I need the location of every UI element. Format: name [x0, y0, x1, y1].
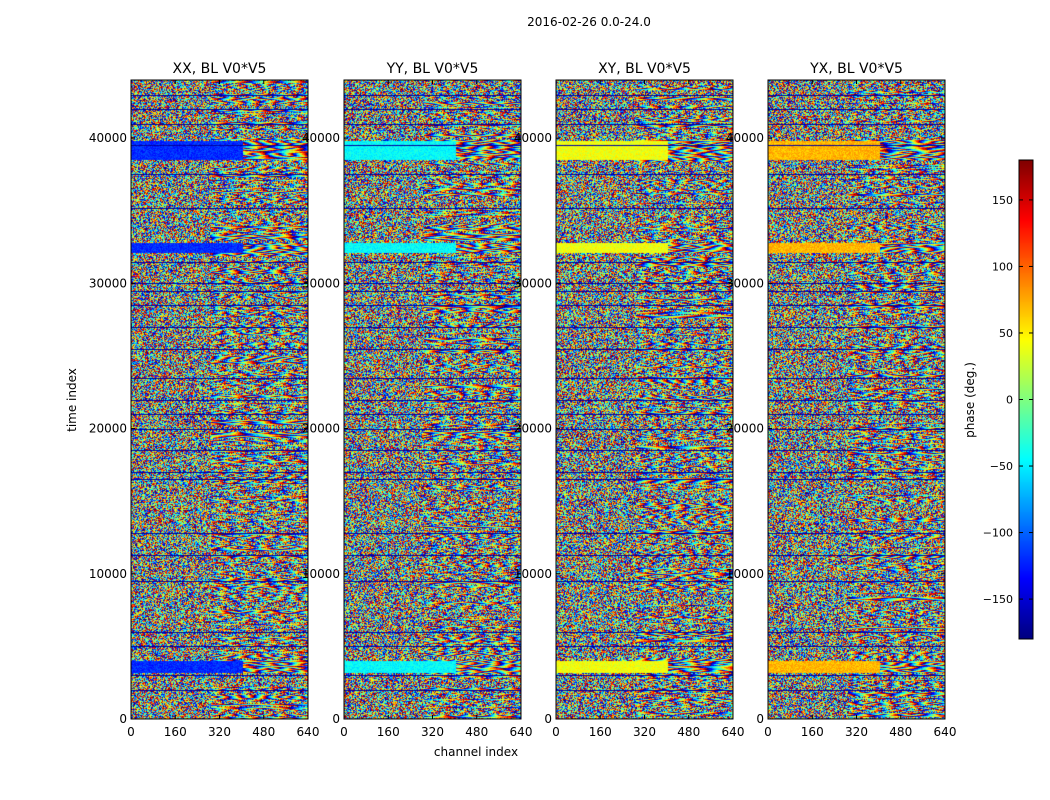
- panel-yy: YY, BL V0*V5 0 160 320 480 640 0 10000 20000 3000…: [302, 61, 533, 739]
- y-tick-label: 0: [544, 712, 552, 726]
- panel-title: YY, BL V0*V5: [386, 61, 479, 77]
- x-axis-label: channel index: [434, 745, 518, 759]
- x-tick-label: 0: [340, 725, 348, 739]
- y-tick-label: 20000: [302, 422, 340, 436]
- y-tick-label: 10000: [726, 567, 764, 581]
- y-tick-label: 40000: [89, 131, 127, 145]
- figure-suptitle: 2016-02-26 0.0-24.0: [527, 15, 651, 29]
- colorbar-tick-label: −150: [983, 593, 1013, 606]
- y-tick-label: 20000: [89, 422, 127, 436]
- x-tick-label: 640: [510, 725, 533, 739]
- x-tick-label: 160: [589, 725, 612, 739]
- x-tick-label: 480: [677, 725, 700, 739]
- x-tick-label: 0: [764, 725, 772, 739]
- heatmap-image: [344, 80, 521, 719]
- y-tick-label: 30000: [89, 276, 127, 290]
- y-tick-label: 20000: [514, 422, 552, 436]
- x-tick-label: 480: [465, 725, 488, 739]
- y-tick-label: 30000: [514, 276, 552, 290]
- heatmap-image: [556, 80, 733, 719]
- y-tick-label: 10000: [302, 567, 340, 581]
- y-tick-label: 30000: [726, 276, 764, 290]
- x-tick-label: 320: [845, 725, 868, 739]
- colorbar-tick-label: −100: [983, 527, 1013, 540]
- colorbar-tick-label: 50: [999, 327, 1013, 340]
- colorbar-tick-label: 150: [992, 194, 1013, 207]
- panel-xx: XX, BL V0*V5 0 160 320 480 640 0 10000 20000 3000…: [89, 61, 320, 739]
- x-tick-label: 480: [889, 725, 912, 739]
- colorbar-gradient: [1019, 160, 1033, 639]
- x-tick-label: 480: [252, 725, 275, 739]
- panel-title: XY, BL V0*V5: [598, 61, 691, 77]
- panel-title: XX, BL V0*V5: [173, 61, 267, 77]
- y-tick-label: 0: [756, 712, 764, 726]
- heatmap-image: [131, 80, 308, 719]
- colorbar-label: phase (deg.): [963, 362, 977, 438]
- x-tick-label: 640: [934, 725, 957, 739]
- x-tick-label: 320: [421, 725, 444, 739]
- colorbar-tick-label: 0: [1006, 394, 1013, 407]
- x-tick-label: 160: [377, 725, 400, 739]
- colorbar-tick-label: −50: [990, 460, 1013, 473]
- y-tick-label: 10000: [514, 567, 552, 581]
- y-tick-label: 30000: [302, 276, 340, 290]
- y-tick-label: 40000: [514, 131, 552, 145]
- x-tick-label: 160: [801, 725, 824, 739]
- colorbar-tick-label: 100: [992, 260, 1013, 273]
- x-tick-label: 160: [164, 725, 187, 739]
- x-tick-label: 640: [722, 725, 745, 739]
- x-tick-label: 640: [297, 725, 320, 739]
- x-tick-label: 320: [208, 725, 231, 739]
- panel-xy: XY, BL V0*V5 0 160 320 480 640 0 10000 20000 3000…: [514, 61, 745, 739]
- x-tick-label: 0: [552, 725, 560, 739]
- panels: XX, BL V0*V5 0 160 320 480 640 0 10000 20000 3000…: [89, 61, 957, 739]
- y-tick-label: 40000: [726, 131, 764, 145]
- y-tick-label: 20000: [726, 422, 764, 436]
- y-tick-label: 40000: [302, 131, 340, 145]
- y-tick-label: 0: [119, 712, 127, 726]
- colorbar: −150 −100 −50 0 50 100 150: [983, 159, 1034, 640]
- x-tick-label: 0: [127, 725, 135, 739]
- heatmap-image: [768, 80, 945, 719]
- y-tick-label: 10000: [89, 567, 127, 581]
- y-tick-label: 0: [332, 712, 340, 726]
- panel-yx: YX, BL V0*V5 0 160 320 480 640 0 10000 20000 3000…: [726, 61, 957, 739]
- y-axis-label: time index: [65, 368, 79, 432]
- panel-title: YX, BL V0*V5: [809, 61, 903, 77]
- x-tick-label: 320: [633, 725, 656, 739]
